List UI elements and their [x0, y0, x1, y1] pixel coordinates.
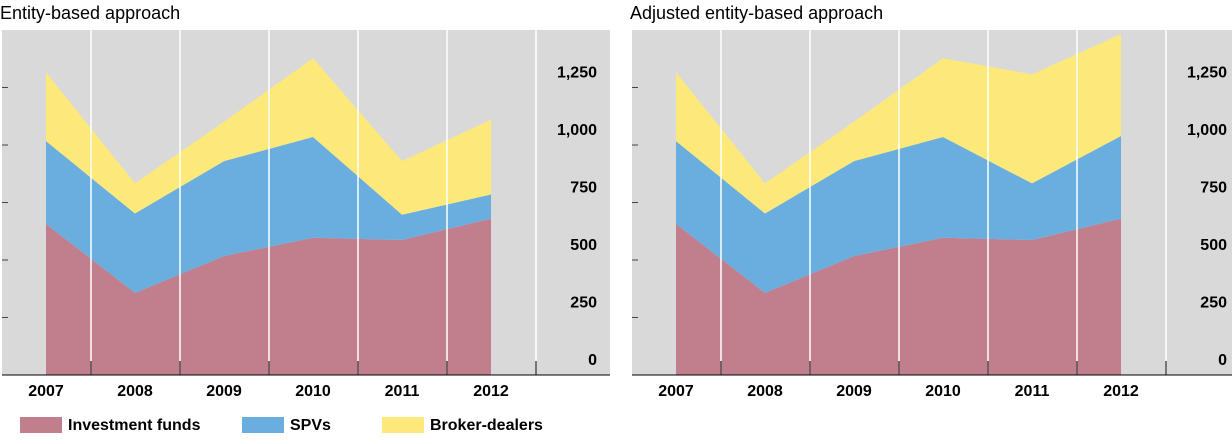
y-tick-label: 750 [1200, 180, 1227, 197]
x-tick-label: 2009 [836, 383, 872, 400]
y-tick-label: 250 [570, 295, 597, 312]
y-tick-label: 1,250 [557, 65, 597, 82]
chart-title: Adjusted entity-based approach [630, 3, 883, 23]
x-tick-label: 2007 [28, 383, 64, 400]
y-tick-label: 0 [588, 352, 597, 369]
y-tick-label: 0 [1218, 352, 1227, 369]
x-tick-label: 2012 [1103, 383, 1139, 400]
x-tick-label: 2012 [473, 383, 509, 400]
legend-label: Broker-dealers [430, 417, 543, 434]
legend-swatch [242, 417, 284, 433]
x-tick-label: 2011 [385, 383, 420, 400]
y-tick-label: 500 [570, 237, 597, 254]
chart-title: Entity-based approach [0, 3, 180, 23]
x-tick-label: 2008 [747, 383, 783, 400]
legend-label: SPVs [290, 417, 331, 434]
x-tick-label: 2010 [295, 383, 331, 400]
x-tick-label: 2007 [658, 383, 694, 400]
legend-swatch [382, 417, 424, 433]
legend-swatch [20, 417, 62, 433]
x-tick-label: 2010 [925, 383, 961, 400]
y-tick-label: 1,250 [1187, 65, 1227, 82]
y-tick-label: 500 [1200, 237, 1227, 254]
y-tick-label: 250 [1200, 295, 1227, 312]
y-tick-label: 1,000 [557, 122, 597, 139]
x-tick-label: 2009 [206, 383, 242, 400]
y-tick-label: 1,000 [1187, 122, 1227, 139]
y-tick-label: 750 [570, 180, 597, 197]
legend-label: Investment funds [68, 417, 201, 434]
x-tick-label: 2008 [117, 383, 153, 400]
x-tick-label: 2011 [1015, 383, 1050, 400]
